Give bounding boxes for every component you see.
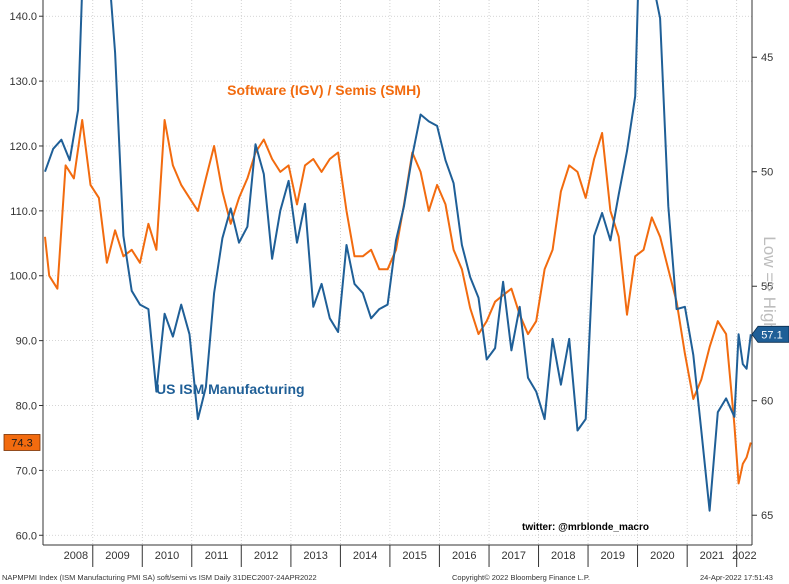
x-axis-tick-label: 2015 — [402, 550, 426, 562]
footer-copyright: Copyright© 2022 Bloomberg Finance L.P. — [452, 573, 590, 582]
footer-source: NAPMPMI Index (ISM Manufacturing PMI SA)… — [2, 573, 317, 582]
x-axis-tick-label: 2019 — [601, 550, 625, 562]
x-axis-tick-label: 2014 — [353, 550, 377, 562]
left-axis-tick-label: 140.0 — [9, 11, 37, 23]
x-axis-tick-label: 2016 — [452, 550, 476, 562]
left-axis-tick-label: 130.0 — [9, 76, 37, 88]
x-axis-tick-label: 2012 — [254, 550, 278, 562]
x-axis-tick-label: 2017 — [502, 550, 526, 562]
footer-timestamp: 24-Apr-2022 17:51:43 — [700, 573, 773, 582]
left-axis-tick-label: 110.0 — [10, 206, 37, 218]
badge-layer: 74.3 57.1 — [3, 325, 789, 451]
left-axis-tick-label: 60.0 — [16, 530, 37, 542]
last-value-badge-right — [751, 325, 789, 343]
last-value-left: 74.3 — [11, 437, 32, 449]
x-axis-tick-label: 2011 — [205, 550, 229, 562]
label-layer: Software (IGV) / Semis (SMH) US ISM Manu… — [2, 82, 779, 582]
x-axis-tick-label: 2013 — [303, 550, 327, 562]
left-axis-tick-label: 100.0 — [9, 271, 37, 283]
x-axis-tick-label: 2010 — [155, 550, 179, 562]
series-line-ism — [44, 0, 752, 512]
x-axis-tick-label: 2008 — [64, 550, 88, 562]
left-axis-tick-label: 80.0 — [16, 401, 37, 413]
right-axis-tick-label: 65 — [761, 510, 773, 522]
axes-layer: 60.0 70.0 80.0 90.0 100.0 110.0 120.0 130.0 140.… — [9, 0, 773, 567]
twitter-handle: twitter: @mrblonde_macro — [522, 522, 649, 533]
x-axis-tick-label: 2022 — [732, 550, 756, 562]
right-axis-tick-label: 45 — [761, 52, 773, 64]
right-axis-tick-label: 50 — [761, 167, 773, 179]
x-axis-tick-label: 2020 — [650, 550, 674, 562]
left-axis-tick-label: 120.0 — [9, 141, 37, 153]
x-axis-tick-label: 2021 — [700, 550, 724, 562]
right-axis-tick-label: 60 — [761, 396, 773, 408]
x-axis-tick-label: 2018 — [551, 550, 575, 562]
x-axis-tick-label: 2009 — [105, 550, 129, 562]
last-value-right: 57.1 — [761, 329, 782, 341]
left-axis-tick-label: 70.0 — [16, 465, 37, 477]
series-label-ism: US ISM Manufacturing — [156, 381, 305, 397]
series-label-software-semis: Software (IGV) / Semis (SMH) — [227, 82, 421, 98]
left-axis-tick-label: 90.0 — [16, 336, 37, 348]
series-layer — [44, 0, 752, 512]
right-axis-title: Low => High — [760, 236, 779, 331]
last-value-badge-left — [3, 434, 41, 451]
grid-layer — [43, 0, 752, 545]
right-axis-tick-label: 55 — [761, 281, 773, 293]
